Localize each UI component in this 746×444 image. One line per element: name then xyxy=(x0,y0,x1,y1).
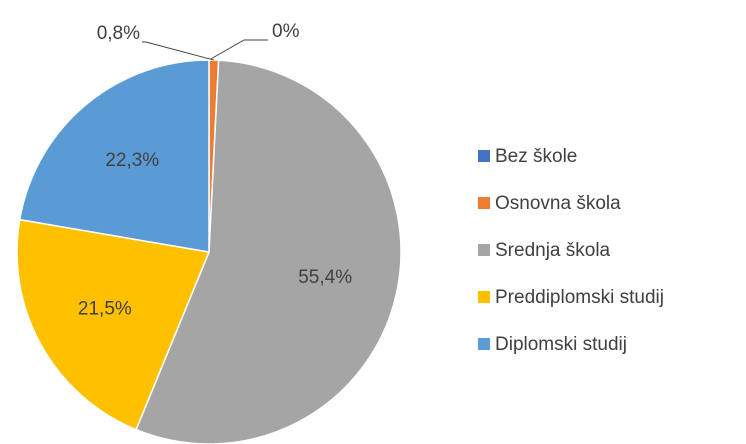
legend-swatch xyxy=(478,197,490,209)
data-label: 0,8% xyxy=(97,23,140,44)
legend-label: Diplomski studij xyxy=(495,334,627,355)
data-label: 22,3% xyxy=(105,150,159,171)
data-label: 21,5% xyxy=(78,299,132,320)
legend-swatch xyxy=(478,150,490,162)
pie-slice xyxy=(18,59,210,253)
legend-label: Srednja škola xyxy=(495,240,611,261)
legend-swatch xyxy=(478,338,490,350)
data-label: 55,4% xyxy=(298,267,352,288)
pie-slice xyxy=(16,218,211,431)
legend-label: Osnovna škola xyxy=(495,193,621,214)
leader-line xyxy=(208,39,268,61)
legend-label: Preddiplomski studij xyxy=(495,287,664,308)
leader-line xyxy=(142,41,214,61)
legend-swatch xyxy=(478,244,490,256)
data-label: 0% xyxy=(272,21,300,42)
legend-swatch xyxy=(478,291,490,303)
legend-label: Bez škole xyxy=(495,146,577,167)
pie-slice xyxy=(135,59,402,444)
